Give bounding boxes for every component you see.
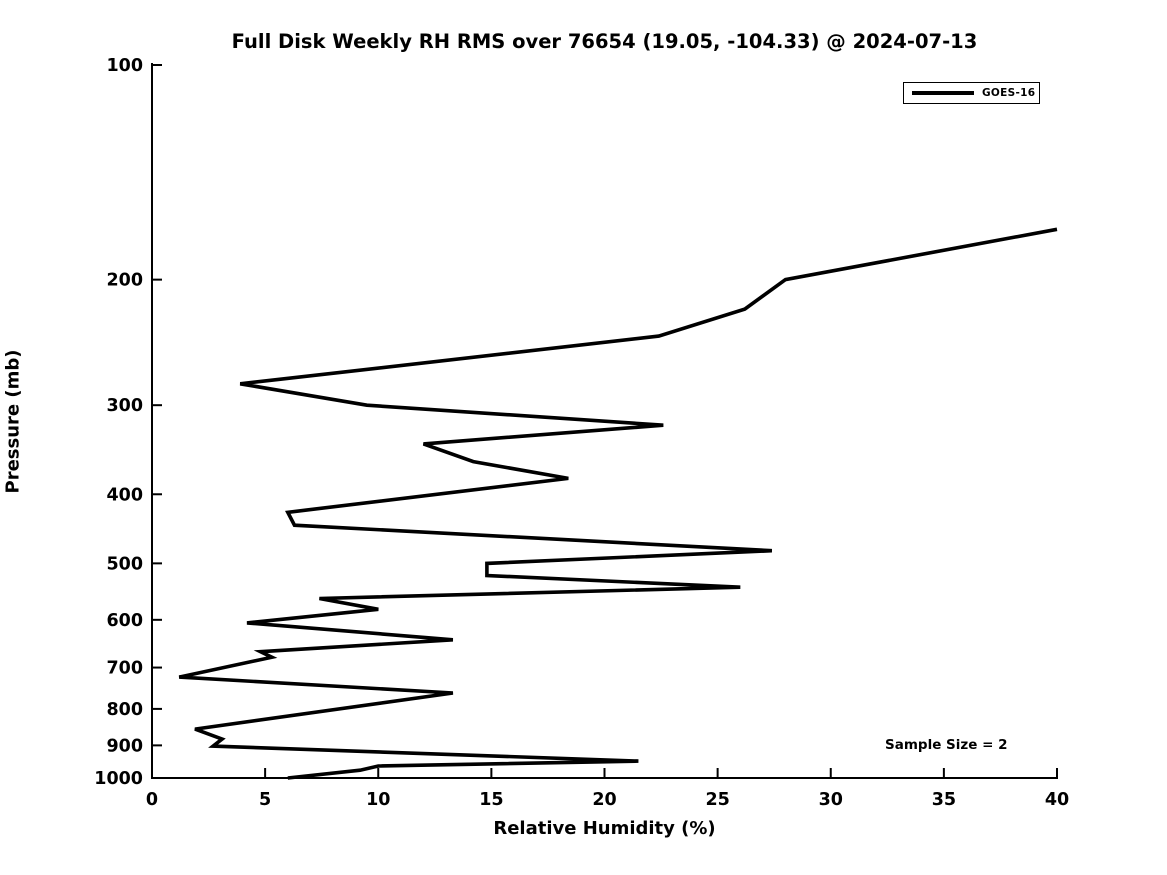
x-tick-label: 15 [479, 790, 503, 810]
sample-size-annotation: Sample Size = 2 [885, 737, 1008, 753]
y-tick-label: 300 [106, 396, 143, 416]
series-line-goes-16 [178, 227, 1058, 780]
y-tick-label: 100 [106, 56, 143, 76]
y-tick-label: 200 [106, 271, 143, 291]
y-tick-label: 600 [106, 611, 143, 631]
y-tick-label: 1000 [94, 769, 143, 789]
x-tick-label: 0 [146, 790, 158, 810]
y-tick-label: 400 [106, 485, 143, 505]
x-tick-label: 20 [592, 790, 616, 810]
chart-title: Full Disk Weekly RH RMS over 76654 (19.0… [231, 30, 978, 53]
legend-series-label: GOES-16 [982, 87, 1036, 99]
x-tick-label: 5 [259, 790, 271, 810]
y-tick-label: 700 [106, 659, 143, 679]
x-tick-label: 25 [705, 790, 729, 810]
x-tick-label: 30 [819, 790, 843, 810]
legend-line-sample [912, 91, 974, 95]
y-tick-label: 500 [106, 554, 143, 574]
x-tick-label: 35 [932, 790, 956, 810]
y-tick-label: 800 [106, 700, 143, 720]
legend: GOES-16 [903, 82, 1040, 104]
y-tick-label: 900 [106, 736, 143, 756]
x-tick-label: 10 [366, 790, 390, 810]
x-axis-label: Relative Humidity (%) [493, 818, 716, 839]
x-tick-label: 40 [1045, 790, 1069, 810]
